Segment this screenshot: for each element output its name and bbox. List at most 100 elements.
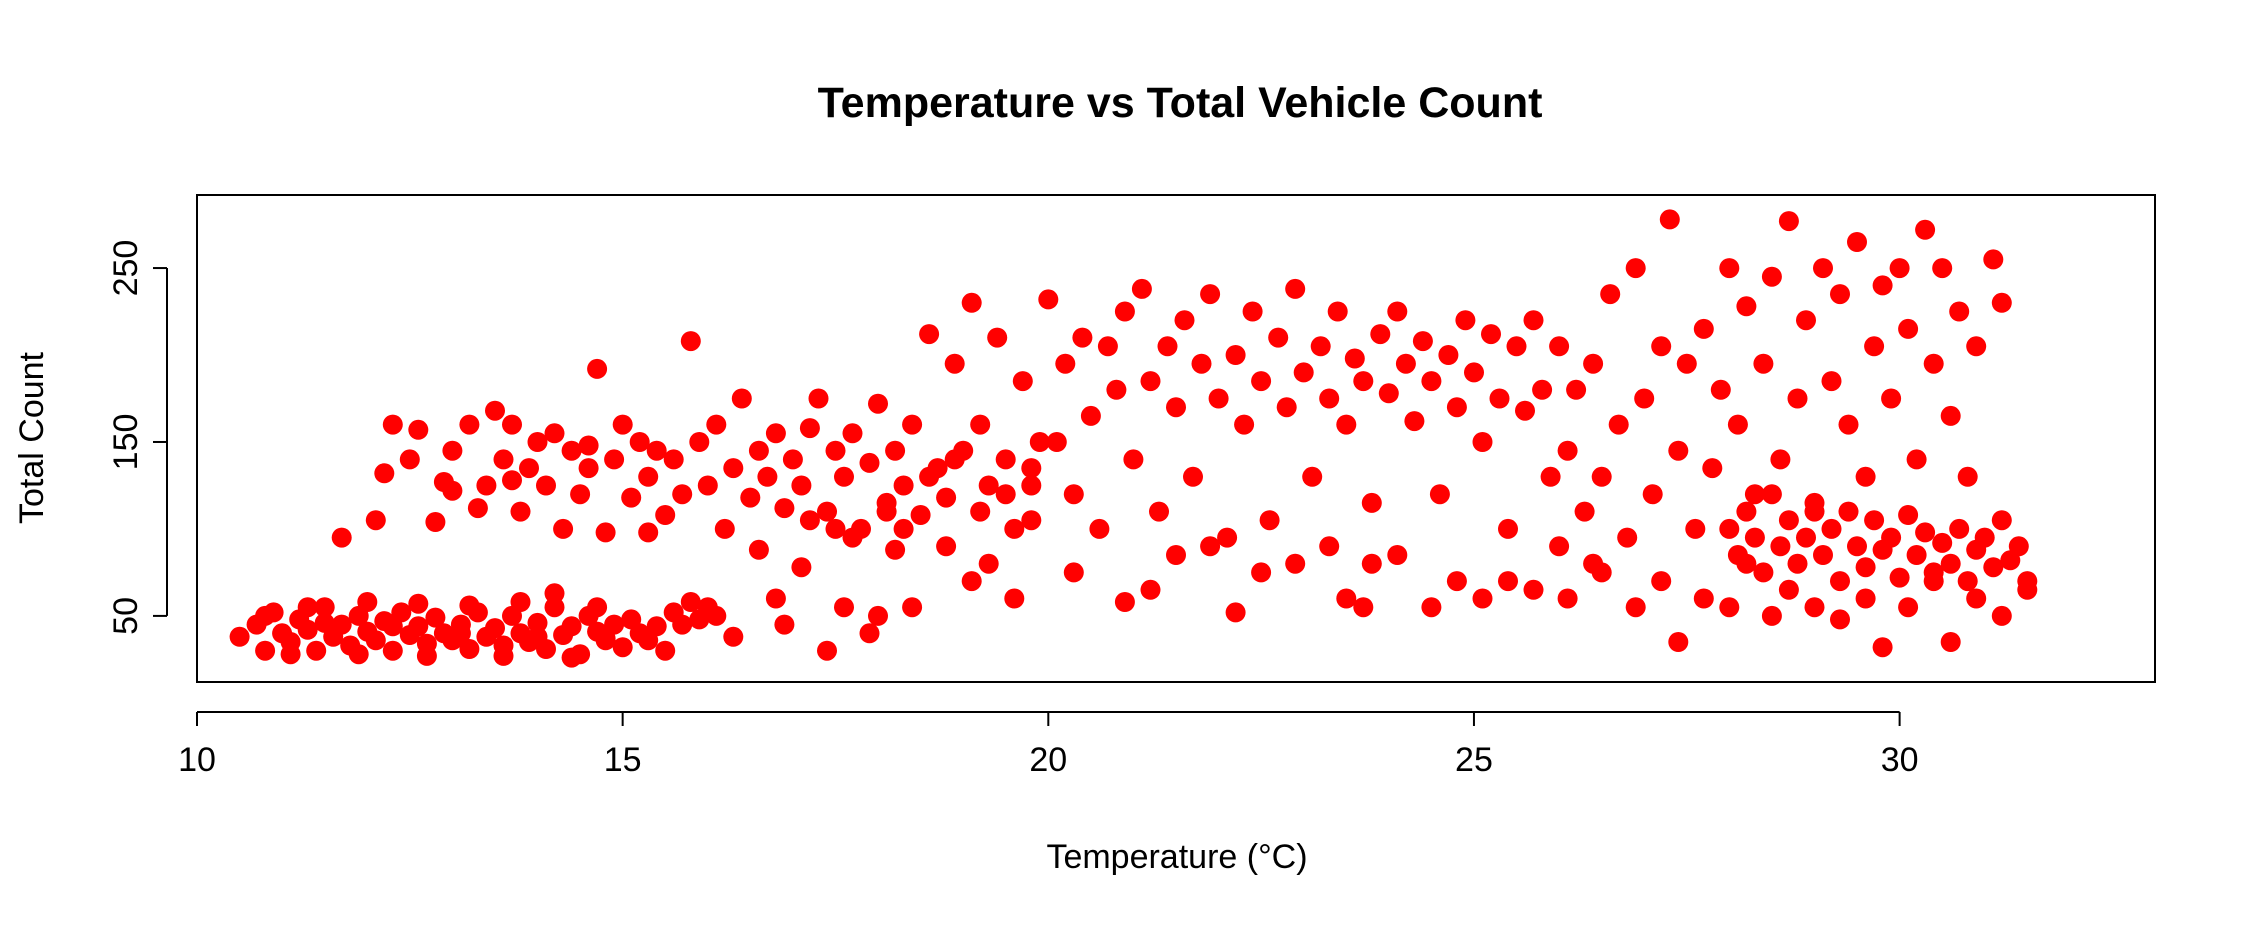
- data-point: [255, 640, 276, 661]
- data-point: [459, 639, 480, 659]
- data-point: [748, 539, 769, 560]
- data-point: [1446, 571, 1467, 592]
- data-point: [1063, 484, 1084, 505]
- data-point: [1770, 449, 1791, 470]
- data-point: [765, 588, 786, 609]
- data-point: [1591, 562, 1612, 583]
- data-point: [382, 616, 403, 637]
- data-point: [825, 518, 846, 539]
- data-point: [799, 510, 820, 531]
- data-point: [408, 419, 429, 440]
- data-point: [1055, 353, 1076, 374]
- data-point: [1012, 371, 1033, 392]
- data-point: [646, 616, 667, 637]
- data-point: [1149, 501, 1169, 522]
- data-point: [1378, 383, 1399, 404]
- data-point: [1072, 327, 1093, 348]
- data-point: [1923, 353, 1944, 374]
- data-point: [629, 432, 650, 452]
- data-point: [1983, 249, 2004, 270]
- data-point: [1804, 492, 1825, 513]
- data-point: [1753, 353, 1774, 374]
- data-point: [1932, 258, 1953, 279]
- data-point: [519, 458, 539, 479]
- data-point: [595, 522, 616, 543]
- data-point: [1838, 501, 1859, 522]
- data-point: [502, 414, 522, 435]
- data-point: [1625, 258, 1646, 279]
- data-point: [1761, 484, 1782, 505]
- data-point: [2008, 536, 2029, 557]
- data-point: [1225, 602, 1246, 623]
- data-point: [425, 512, 446, 532]
- data-point: [1200, 284, 1221, 305]
- data-point: [757, 466, 778, 487]
- data-point: [1515, 400, 1535, 421]
- data-point: [331, 527, 352, 548]
- data-point: [314, 612, 335, 633]
- data-point: [1727, 545, 1748, 565]
- y-axis-label: Total Count: [13, 351, 51, 524]
- data-point: [255, 605, 276, 626]
- data-point: [1293, 362, 1314, 383]
- data-point: [544, 597, 565, 618]
- data-point: [399, 449, 420, 470]
- data-point: [646, 440, 667, 461]
- data-point: [1736, 501, 1757, 522]
- data-point: [1608, 414, 1629, 435]
- x-axis-label: Temperature (°C): [1046, 838, 1307, 876]
- data-point: [1957, 466, 1978, 487]
- data-point: [408, 616, 429, 637]
- data-point: [604, 449, 625, 470]
- data-point: [978, 553, 999, 574]
- data-point: [1813, 258, 1833, 279]
- data-point: [570, 484, 591, 505]
- data-point: [2017, 571, 2038, 592]
- data-point: [595, 628, 616, 649]
- data-point: [936, 487, 957, 508]
- data-point: [748, 440, 769, 461]
- data-point: [723, 626, 744, 647]
- data-point: [1319, 388, 1340, 409]
- data-point: [1940, 405, 1961, 426]
- data-point: [1234, 414, 1255, 435]
- data-point: [493, 645, 514, 666]
- data-point: [1080, 405, 1101, 426]
- data-point: [1898, 318, 1919, 339]
- data-point: [1557, 440, 1578, 461]
- data-point: [357, 592, 378, 612]
- data-point: [1353, 597, 1374, 618]
- data-point: [791, 557, 812, 578]
- data-point: [587, 358, 608, 379]
- data-point: [1574, 501, 1595, 522]
- data-point: [902, 414, 923, 435]
- data-point: [1421, 371, 1442, 392]
- data-point: [1855, 557, 1876, 578]
- data-point: [510, 592, 531, 612]
- data-point: [1200, 536, 1221, 557]
- data-point: [536, 475, 556, 496]
- data-point: [297, 597, 318, 618]
- data-point: [1523, 310, 1544, 331]
- data-point: [1864, 336, 1885, 357]
- data-point: [1166, 545, 1186, 565]
- data-point: [638, 466, 659, 487]
- data-point: [1617, 527, 1638, 548]
- data-point: [485, 400, 505, 421]
- data-point: [876, 501, 897, 522]
- data-point: [587, 597, 608, 618]
- data-point: [382, 640, 403, 661]
- data-point: [1830, 609, 1850, 630]
- data-point: [408, 593, 429, 614]
- data-point: [1889, 567, 1910, 588]
- data-point: [970, 414, 991, 435]
- data-point: [1395, 353, 1416, 374]
- data-point: [1881, 388, 1902, 409]
- data-point: [1915, 219, 1936, 240]
- data-point: [544, 583, 565, 604]
- data-point: [1540, 466, 1561, 487]
- data-point: [1847, 232, 1867, 252]
- data-point: [765, 423, 786, 444]
- data-point: [995, 484, 1016, 505]
- data-point: [1821, 371, 1842, 392]
